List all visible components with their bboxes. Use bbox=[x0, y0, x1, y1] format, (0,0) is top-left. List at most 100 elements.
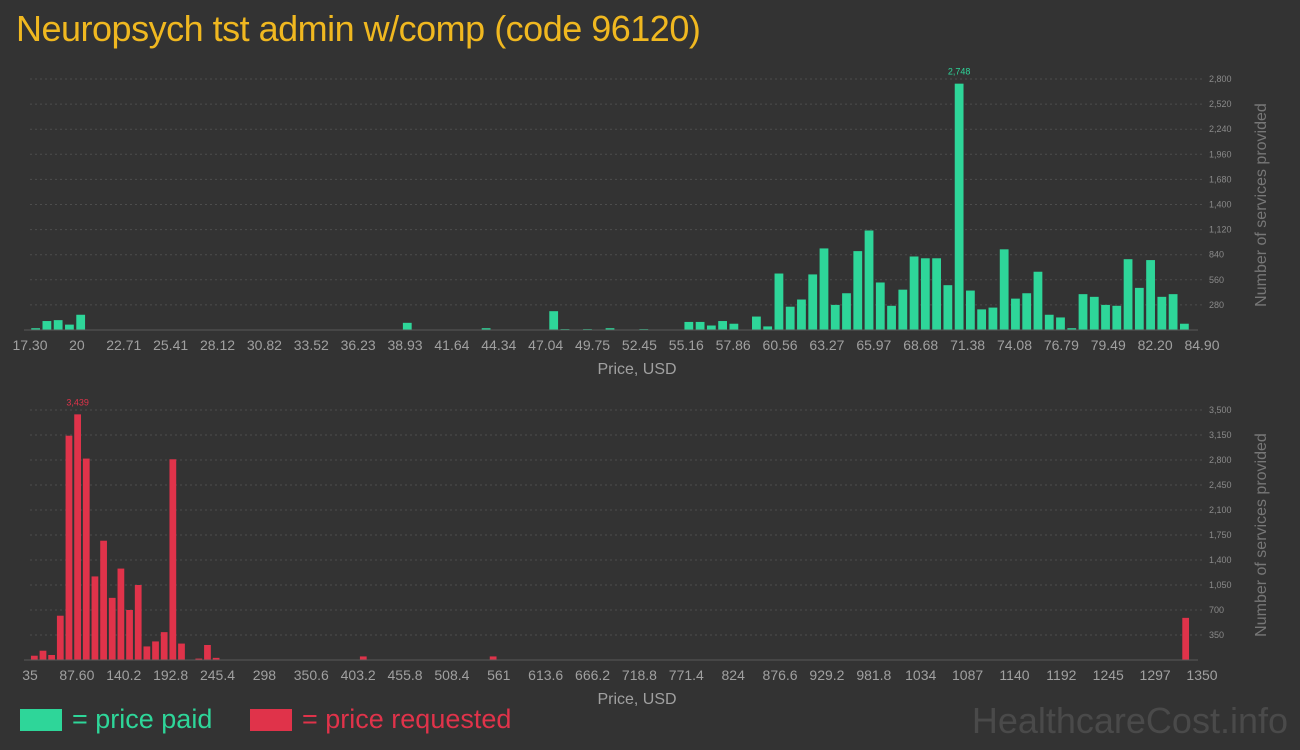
legend-item-requested: = price requested bbox=[250, 704, 511, 735]
watermark: HealthcareCost.info bbox=[971, 700, 1288, 741]
bar bbox=[999, 249, 1009, 330]
bar bbox=[481, 328, 491, 330]
y-tick-label: 1,750 bbox=[1209, 530, 1232, 540]
x-tick-label: 82.20 bbox=[1138, 337, 1173, 353]
bar bbox=[489, 656, 497, 660]
x-tick-label: 1140 bbox=[999, 667, 1029, 683]
legend-item-paid: = price paid bbox=[20, 704, 212, 735]
x-tick-label: 22.71 bbox=[106, 337, 141, 353]
y-tick-label: 2,800 bbox=[1209, 455, 1232, 465]
x-tick-label: 49.75 bbox=[575, 337, 610, 353]
x-tick-label: 55.16 bbox=[669, 337, 704, 353]
bar bbox=[1067, 328, 1077, 330]
bar bbox=[143, 646, 151, 660]
x-tick-label: 1245 bbox=[1093, 667, 1124, 683]
y-tick-label: 1,050 bbox=[1209, 580, 1232, 590]
x-tick-label: 298 bbox=[253, 667, 277, 683]
y-tick-label: 280 bbox=[1209, 300, 1224, 310]
x-tick-label: 350.6 bbox=[294, 667, 329, 683]
bar bbox=[39, 650, 47, 660]
x-tick-label: 65.97 bbox=[856, 337, 891, 353]
bar bbox=[48, 655, 56, 660]
x-tick-label: 666.2 bbox=[575, 667, 610, 683]
bar bbox=[605, 328, 615, 330]
bar bbox=[1123, 259, 1133, 330]
bar bbox=[864, 230, 874, 330]
x-tick-label: 561 bbox=[487, 667, 511, 683]
x-tick-label: 613.6 bbox=[528, 667, 563, 683]
y-tick-label: 1,120 bbox=[1209, 225, 1232, 235]
bar bbox=[1022, 293, 1032, 330]
bar bbox=[1056, 317, 1065, 330]
x-tick-label: 36.23 bbox=[341, 337, 376, 353]
x-tick-label: 57.86 bbox=[716, 337, 751, 353]
bar bbox=[76, 314, 86, 330]
bar bbox=[1179, 323, 1189, 330]
bar bbox=[1112, 305, 1122, 330]
bar bbox=[1101, 304, 1110, 330]
legend-label-paid: = price paid bbox=[72, 704, 213, 734]
x-tick-label: 44.34 bbox=[481, 337, 516, 353]
bar bbox=[909, 256, 919, 330]
bar bbox=[1134, 287, 1144, 330]
y-axis-label: Number of services provided bbox=[1253, 433, 1270, 637]
y-tick-label: 3,500 bbox=[1209, 405, 1232, 415]
bar bbox=[875, 282, 885, 330]
x-tick-label: 74.08 bbox=[997, 337, 1032, 353]
x-tick-label: 508.4 bbox=[434, 667, 469, 683]
y-axis-label: Number of services provided bbox=[1253, 103, 1270, 307]
bar bbox=[126, 610, 133, 660]
bar bbox=[1011, 298, 1020, 330]
bar bbox=[819, 248, 829, 330]
y-tick-label: 2,100 bbox=[1209, 505, 1232, 515]
x-tick-label: 33.52 bbox=[294, 337, 329, 353]
bar bbox=[195, 658, 203, 660]
x-tick-label: 1350 bbox=[1186, 667, 1217, 683]
y-tick-label: 350 bbox=[1209, 630, 1224, 640]
bar bbox=[842, 293, 851, 330]
y-tick-label: 560 bbox=[1209, 275, 1224, 285]
y-tick-label: 1,400 bbox=[1209, 555, 1232, 565]
bar bbox=[977, 309, 987, 330]
bar bbox=[56, 615, 64, 660]
bar bbox=[1157, 296, 1167, 330]
y-tick-label: 3,150 bbox=[1209, 430, 1232, 440]
bar bbox=[91, 576, 99, 660]
bar bbox=[65, 324, 74, 330]
y-tick-label: 2,240 bbox=[1209, 124, 1232, 134]
y-tick-label: 700 bbox=[1209, 605, 1224, 615]
bar bbox=[797, 299, 806, 330]
x-tick-label: 718.8 bbox=[622, 667, 657, 683]
bar bbox=[1033, 271, 1043, 330]
x-tick-label: 192.8 bbox=[153, 667, 188, 683]
bar bbox=[1182, 617, 1190, 660]
y-tick-label: 2,520 bbox=[1209, 99, 1232, 109]
bar bbox=[212, 657, 220, 660]
x-tick-label: 824 bbox=[722, 667, 746, 683]
bar bbox=[785, 306, 795, 330]
bar bbox=[887, 305, 896, 330]
x-tick-label: 140.2 bbox=[106, 667, 141, 683]
bar bbox=[31, 328, 41, 330]
bar bbox=[1168, 294, 1178, 330]
x-tick-label: 1192 bbox=[1046, 667, 1076, 683]
x-tick-label: 35 bbox=[22, 667, 38, 683]
bar bbox=[695, 321, 705, 330]
x-tick-label: 28.12 bbox=[200, 337, 235, 353]
x-tick-label: 38.93 bbox=[388, 337, 423, 353]
bar bbox=[402, 322, 412, 330]
bar bbox=[774, 273, 784, 330]
x-tick-label: 1087 bbox=[952, 667, 983, 683]
x-tick-label: 1297 bbox=[1140, 667, 1171, 683]
x-tick-label: 87.60 bbox=[59, 667, 94, 683]
bar bbox=[718, 321, 728, 330]
bar bbox=[920, 258, 930, 330]
bar bbox=[549, 311, 559, 330]
bar bbox=[359, 656, 367, 660]
bar bbox=[763, 326, 773, 330]
chart-title: Neuropsych tst admin w/comp (code 96120) bbox=[16, 8, 701, 49]
bar bbox=[1146, 260, 1155, 330]
x-tick-label: 41.64 bbox=[434, 337, 469, 353]
bar bbox=[65, 435, 73, 660]
